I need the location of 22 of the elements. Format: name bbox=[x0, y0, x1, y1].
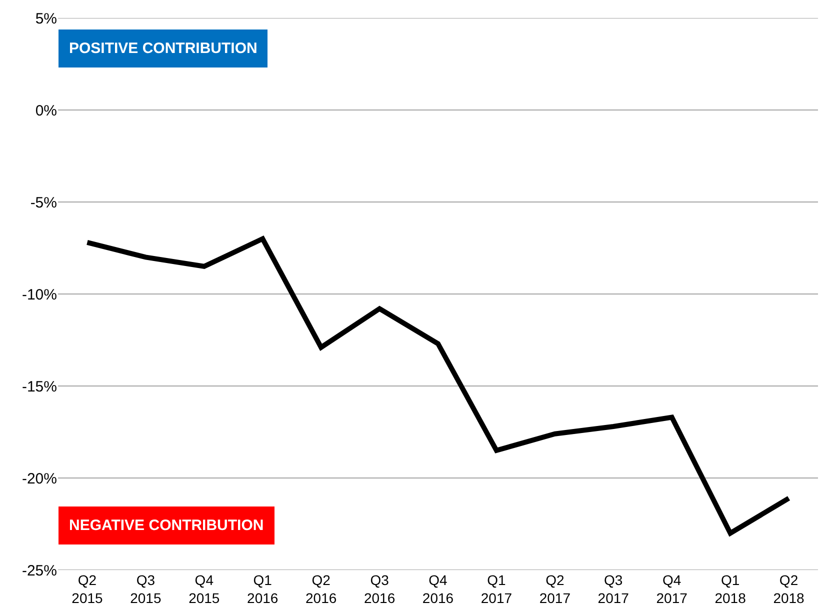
x-tick-label: Q3 2017 bbox=[598, 572, 630, 606]
y-tick-label: -5% bbox=[30, 194, 57, 212]
x-tick-label: Q2 2017 bbox=[539, 572, 571, 606]
x-tick-label: Q2 2015 bbox=[72, 572, 104, 606]
y-tick-label: -10% bbox=[22, 286, 57, 304]
y-tick-label: -25% bbox=[22, 562, 57, 580]
x-tick-label: Q4 2017 bbox=[656, 572, 688, 606]
x-tick-label: Q4 2016 bbox=[422, 572, 454, 606]
annotation: NEGATIVE CONTRIBUTION bbox=[69, 517, 264, 534]
x-tick-label: Q4 2015 bbox=[188, 572, 220, 606]
y-tick-label: 5% bbox=[35, 10, 57, 28]
x-tick-label: Q1 2016 bbox=[247, 572, 278, 606]
y-tick-label: 0% bbox=[35, 102, 57, 120]
y-tick-label: -20% bbox=[22, 470, 57, 488]
y-tick-label: -15% bbox=[22, 378, 57, 396]
x-tick-label: Q2 2018 bbox=[773, 572, 805, 606]
x-tick-label: Q1 2017 bbox=[480, 572, 512, 606]
x-tick-label: Q1 2018 bbox=[714, 572, 746, 606]
x-tick-label: Q3 2015 bbox=[130, 572, 162, 606]
annotation: POSITIVE CONTRIBUTION bbox=[69, 40, 258, 57]
x-tick-label: Q2 2016 bbox=[306, 572, 337, 606]
x-tick-label: Q3 2016 bbox=[364, 572, 396, 606]
